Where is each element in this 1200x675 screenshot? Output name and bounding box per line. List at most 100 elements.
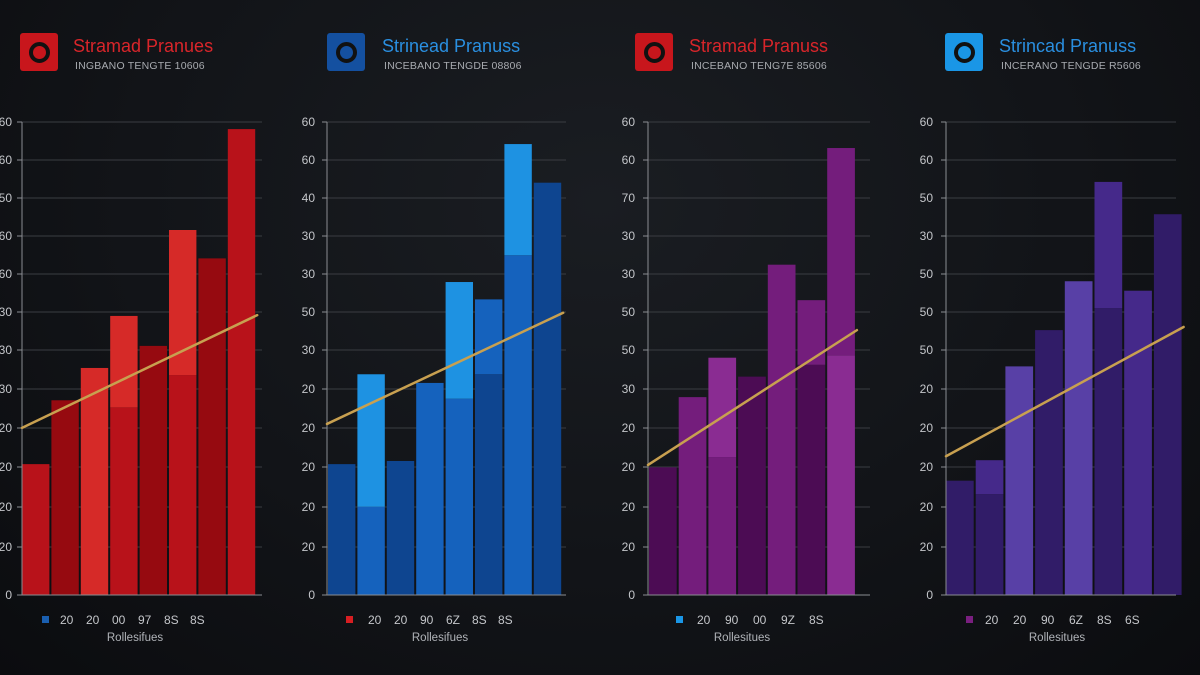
y-tick-label: 30 [622, 267, 636, 281]
y-tick-label: 60 [920, 115, 934, 129]
y-tick-label: 50 [0, 191, 12, 205]
y-tick-label: 30 [302, 267, 316, 281]
record-icon [327, 33, 365, 71]
y-tick-label: 50 [920, 267, 934, 281]
panel-subtitle: INCEBANO TENG7E 85606 [691, 60, 827, 72]
y-tick-label: 50 [920, 305, 934, 319]
bar [1124, 290, 1152, 595]
record-icon [20, 33, 58, 71]
legend-label: 8S [809, 613, 824, 627]
legend-label: 6S [1125, 613, 1140, 627]
y-tick-label: 30 [622, 229, 636, 243]
legend-label: 90 [420, 613, 434, 627]
bar-lower-segment [475, 374, 503, 595]
bar-lower-segment [1094, 308, 1123, 595]
legend-label: 20 [697, 613, 711, 627]
bar [1035, 330, 1063, 595]
bar [1005, 366, 1034, 595]
legend-label: 8S [498, 613, 513, 627]
panel-subtitle: INCEBANO TENGDE 08806 [384, 60, 522, 72]
y-tick-label: 60 [622, 115, 636, 129]
y-tick-label: 20 [920, 421, 934, 435]
bar [22, 464, 50, 595]
legend-label: 20 [60, 613, 74, 627]
y-tick-label: 30 [302, 229, 316, 243]
bar [767, 264, 796, 595]
y-tick-label: 60 [0, 153, 12, 167]
legend-label: 20 [985, 613, 999, 627]
trend-line [325, 311, 565, 426]
y-tick-label: 50 [622, 305, 636, 319]
bar [649, 467, 677, 595]
legend-swatch [966, 616, 973, 623]
bar [533, 182, 562, 595]
legend-label: 00 [112, 613, 126, 627]
y-tick-label: 20 [302, 500, 316, 514]
legend-label: 00 [753, 613, 767, 627]
y-tick-label: 20 [0, 460, 12, 474]
x-axis-label: Rollesifues [107, 632, 163, 644]
legend-label: 90 [1041, 613, 1055, 627]
y-tick-label: 20 [0, 500, 12, 514]
panel-title: Stramad Pranues [73, 36, 214, 56]
legend-label: 8S [472, 613, 487, 627]
y-tick-label: 20 [920, 460, 934, 474]
y-tick-label: 20 [622, 421, 636, 435]
panel-4-header: Strincad Pranuss INCERANO TENGDE R5606 [925, 0, 1200, 675]
bar [975, 460, 1004, 495]
bar [827, 148, 855, 356]
bar [678, 397, 707, 595]
legend-label: 20 [368, 613, 382, 627]
y-tick-label: 20 [0, 540, 12, 554]
y-tick-label: 30 [0, 382, 12, 396]
y-tick-label: 20 [920, 382, 934, 396]
y-tick-label: 30 [302, 343, 316, 357]
bar-lower-segment [797, 364, 826, 595]
panel-subtitle: INCERANO TENGDE R5606 [1001, 60, 1141, 72]
bar [169, 230, 197, 376]
bar [139, 345, 167, 595]
y-tick-label: 0 [628, 588, 635, 602]
bar [80, 367, 109, 595]
y-tick-label: 20 [302, 460, 316, 474]
bar [797, 300, 826, 365]
y-tick-label: 30 [920, 229, 934, 243]
x-axis-label: Rollesitues [1029, 632, 1085, 644]
y-tick-label: 60 [622, 153, 636, 167]
bar [198, 258, 226, 595]
legend-label: 6Z [446, 613, 460, 627]
bar-lower-segment [504, 255, 532, 595]
y-tick-label: 0 [308, 588, 315, 602]
bar [386, 460, 415, 595]
record-icon [635, 33, 673, 71]
legend-label: 20 [86, 613, 100, 627]
legend-label: 20 [394, 613, 408, 627]
legend-label: 9Z [781, 613, 795, 627]
bar [1153, 214, 1182, 596]
x-axis-label: Rollesifues [412, 632, 468, 644]
legend-label: 97 [138, 613, 152, 627]
panel-subtitle: INGBANO TENGTE 10606 [75, 60, 205, 72]
legend-label: 90 [725, 613, 739, 627]
y-tick-label: 20 [302, 382, 316, 396]
legend-swatch [346, 616, 353, 623]
trend-line [646, 328, 859, 467]
y-tick-label: 20 [622, 460, 636, 474]
bar [416, 382, 444, 595]
y-tick-label: 20 [302, 540, 316, 554]
legend-swatch [676, 616, 683, 623]
y-tick-label: 20 [0, 421, 12, 435]
panel-2-header: Strinead Pranuss INCEBANO TENGDE 08806 [307, 0, 607, 675]
bar-lower-segment [169, 375, 197, 595]
y-tick-label: 50 [622, 343, 636, 357]
panel-title: Stramad Pranuss [689, 36, 829, 56]
y-tick-label: 50 [920, 343, 934, 357]
y-tick-label: 60 [920, 153, 934, 167]
bar [227, 129, 256, 595]
bar-lower-segment [975, 494, 1004, 595]
bar [357, 374, 385, 507]
legend-swatch [42, 616, 49, 623]
panel-1-header: Stramad Pranues INGBANO TENGTE 10606 [0, 0, 300, 675]
y-tick-label: 60 [302, 115, 316, 129]
bar [1094, 181, 1123, 309]
